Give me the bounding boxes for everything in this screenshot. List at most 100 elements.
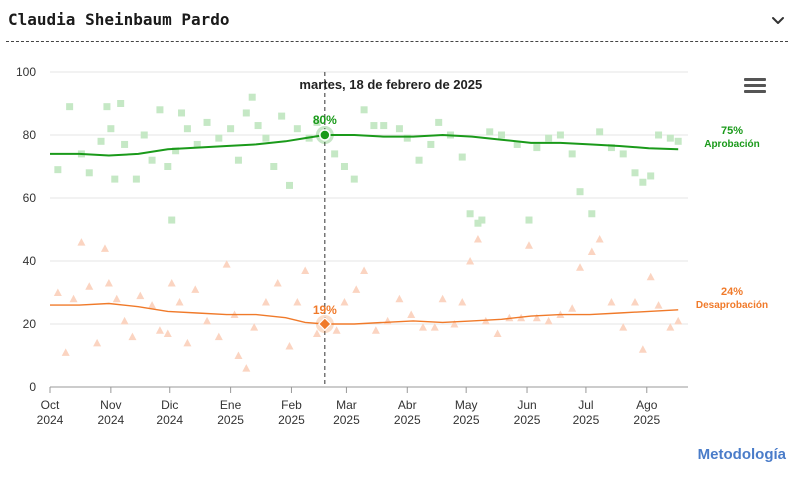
- poll-point: [178, 109, 186, 117]
- poll-point: [407, 310, 416, 319]
- poll-point: [227, 125, 235, 133]
- poll-point: [100, 244, 109, 252]
- poll-point: [128, 332, 137, 341]
- poll-point: [61, 348, 70, 356]
- poll-point: [352, 285, 361, 293]
- x-tick-year-label: 2025: [278, 413, 305, 427]
- poll-point: [639, 178, 647, 186]
- poll-point: [568, 150, 576, 158]
- poll-point: [350, 175, 358, 183]
- poll-point: [576, 188, 584, 196]
- y-tick-label: 0: [29, 380, 36, 394]
- poll-point: [191, 285, 200, 293]
- poll-point: [107, 125, 115, 133]
- poll-point: [69, 294, 78, 303]
- poll-point: [371, 326, 380, 334]
- poll-point: [331, 150, 339, 158]
- poll-point: [97, 137, 105, 145]
- poll-point: [203, 118, 211, 126]
- poll-point: [513, 140, 521, 148]
- poll-point: [262, 134, 270, 142]
- header-divider: [6, 41, 788, 42]
- poll-point: [183, 338, 192, 347]
- poll-point: [132, 175, 140, 183]
- poll-point: [525, 216, 533, 224]
- poll-point: [93, 338, 102, 347]
- x-tick-label: May: [455, 398, 478, 412]
- poll-point: [301, 266, 310, 274]
- x-tick-year-label: 2025: [333, 413, 360, 427]
- x-tick-year-label: 2025: [453, 413, 480, 427]
- hover-point: [317, 317, 332, 331]
- poll-point: [85, 282, 94, 290]
- poll-point: [630, 297, 639, 306]
- poll-point: [595, 234, 604, 243]
- poll-point: [148, 301, 157, 309]
- poll-point: [242, 364, 251, 372]
- poll-point: [418, 323, 427, 331]
- poll-point: [360, 266, 369, 274]
- poll-point: [666, 323, 675, 331]
- x-tick-label: Ene: [220, 398, 242, 412]
- poll-point: [112, 294, 121, 303]
- x-tick-year-label: 2025: [573, 413, 600, 427]
- poll-point: [380, 122, 388, 130]
- y-tick-label: 100: [16, 65, 36, 79]
- poll-point: [103, 103, 111, 111]
- poll-point: [474, 219, 482, 227]
- x-tick-label: Jul: [578, 398, 593, 412]
- trend-line-aprobación: [50, 133, 679, 157]
- poll-point: [556, 131, 564, 139]
- poll-point: [544, 316, 553, 325]
- series-last-value-label: 24%: [721, 286, 743, 298]
- hover-value-label: 19%: [313, 303, 337, 317]
- poll-point: [383, 316, 392, 325]
- poll-point: [646, 272, 655, 281]
- series-name-label: Aprobación: [704, 139, 760, 150]
- poll-point: [167, 279, 176, 287]
- x-tick-year-label: 2025: [633, 413, 660, 427]
- poll-point: [568, 304, 577, 312]
- poll-point: [175, 297, 184, 306]
- poll-point: [234, 156, 242, 164]
- crosshair-date-label: martes, 18 de febrero de 2025: [299, 77, 482, 92]
- poll-point: [638, 345, 647, 353]
- poll-point: [674, 137, 682, 145]
- x-tick-year-label: 2025: [394, 413, 421, 427]
- poll-point: [163, 329, 172, 337]
- series-name-label: Desaprobación: [696, 300, 768, 311]
- y-tick-label: 60: [23, 191, 37, 205]
- poll-point: [438, 294, 447, 303]
- poll-point: [168, 216, 176, 224]
- poll-point: [607, 297, 616, 306]
- poll-point: [270, 163, 278, 170]
- methodology-link[interactable]: Metodología: [697, 446, 786, 463]
- poll-point: [340, 163, 348, 170]
- poll-point: [435, 118, 443, 126]
- trend-line-desaprobación: [50, 302, 679, 325]
- page-title: Claudia Sheinbaum Pardo: [8, 10, 230, 29]
- poll-point: [607, 144, 615, 152]
- poll-point: [77, 238, 86, 246]
- y-tick-label: 20: [23, 317, 37, 331]
- hover-value-label: 80%: [313, 113, 337, 127]
- poll-point: [313, 118, 321, 126]
- poll-point: [136, 291, 145, 300]
- poll-point: [254, 122, 262, 130]
- poll-point: [222, 260, 231, 268]
- poll-point: [155, 326, 164, 334]
- poll-point: [430, 323, 439, 331]
- poll-point: [340, 297, 349, 306]
- poll-point: [156, 106, 164, 114]
- poll-point: [293, 125, 301, 133]
- poll-point: [293, 297, 302, 306]
- y-tick-label: 40: [23, 254, 37, 268]
- chevron-down-icon[interactable]: [770, 12, 786, 28]
- poll-point: [248, 93, 256, 101]
- poll-point: [450, 320, 459, 328]
- poll-point: [587, 247, 596, 256]
- x-tick-label: Nov: [100, 398, 121, 412]
- hamburger-menu-icon[interactable]: [744, 78, 766, 94]
- poll-point: [214, 332, 223, 341]
- poll-point: [53, 288, 62, 296]
